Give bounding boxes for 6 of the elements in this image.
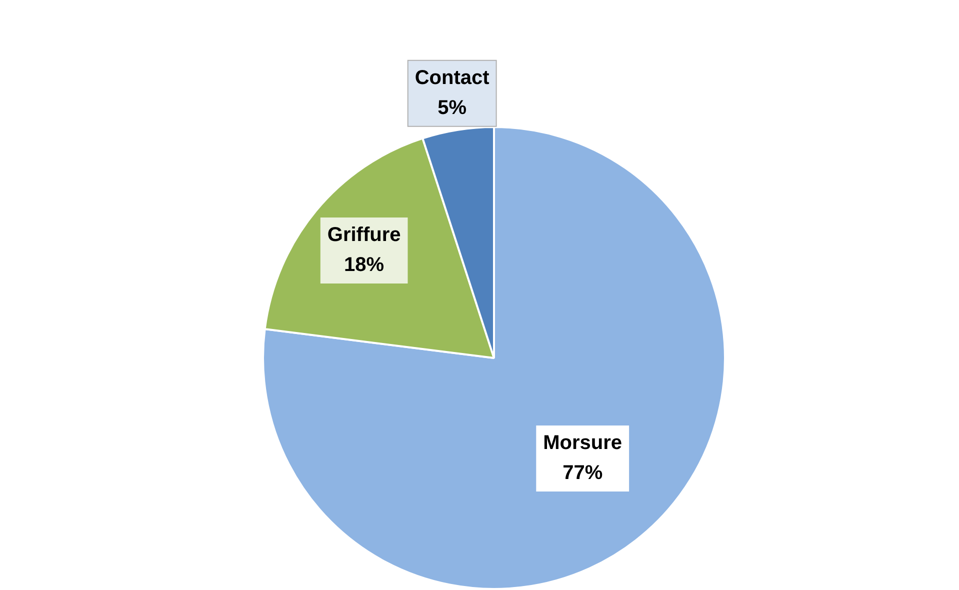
slice-label: Morsure xyxy=(543,432,622,454)
slice-label: Contact xyxy=(414,66,490,89)
data-label: 77% xyxy=(562,462,603,484)
data-label: 18% xyxy=(344,254,384,276)
data-label: 5% xyxy=(438,96,467,119)
slice-label: Griffure xyxy=(327,224,401,246)
